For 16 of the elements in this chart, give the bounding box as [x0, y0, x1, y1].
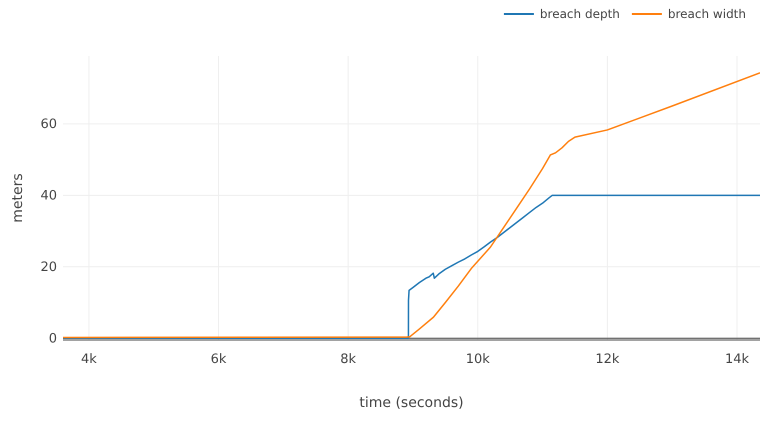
- line-series: [62, 72, 760, 338]
- y-tick-label: 0: [48, 331, 57, 346]
- y-tick-label: 20: [40, 260, 57, 275]
- x-tick-label: 12k: [595, 352, 620, 368]
- y-axis-title: meters: [10, 173, 26, 223]
- y-tick-label: 60: [40, 117, 57, 132]
- x-tick-label: 14k: [724, 352, 750, 368]
- legend-label: breach width: [668, 7, 746, 21]
- x-tick-label: 8k: [340, 352, 357, 368]
- y-tick-label: 40: [40, 188, 57, 204]
- line-series: [62, 194, 760, 339]
- legend-label: breach depth: [540, 7, 620, 21]
- x-tick-label: 10k: [466, 352, 490, 368]
- x-tick-label: 4k: [81, 352, 98, 368]
- x-axis-title: time (seconds): [359, 395, 464, 411]
- x-tick-label: 6k: [210, 352, 227, 368]
